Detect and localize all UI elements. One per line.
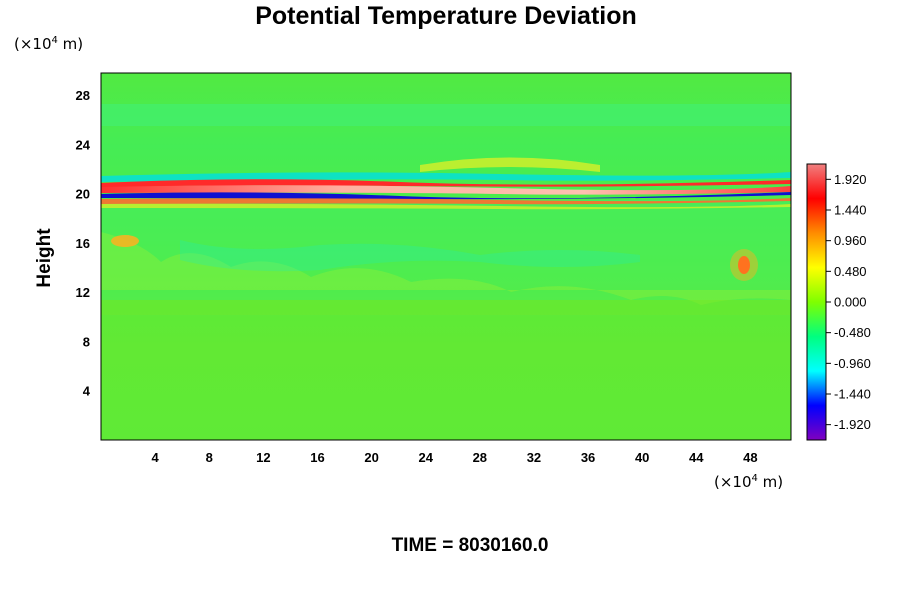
colorbar-tick-label: 1.440	[834, 203, 867, 218]
x-tick-label: 8	[206, 450, 213, 465]
field-turbulence-cyan	[180, 240, 640, 272]
field-cyan-layer-upper	[101, 104, 791, 126]
field-lower-red-streak	[101, 198, 791, 205]
plot-area	[101, 73, 791, 440]
x-tick-label: 4	[152, 450, 160, 465]
y-tick-label: 20	[76, 187, 90, 202]
colorbar-tick-label: 0.960	[834, 233, 867, 248]
colorbar-tick-label: -1.440	[834, 387, 871, 402]
x-tick-label: 48	[743, 450, 757, 465]
x-tick-label: 20	[364, 450, 378, 465]
x-tick-label: 44	[689, 450, 704, 465]
x-tick-label: 36	[581, 450, 595, 465]
field-hotspot-right	[738, 256, 750, 274]
colorbar-tick-label: 1.920	[834, 172, 867, 187]
x-tick-label: 28	[473, 450, 487, 465]
time-label: TIME = 8030160.0	[392, 535, 549, 556]
colorbar-tick-label: -0.960	[834, 356, 871, 371]
y-tick-label: 4	[83, 384, 91, 399]
field-blue-streak	[101, 192, 791, 200]
plot-frame	[100, 72, 792, 441]
colorbar-ticks: 1.920 1.440 0.960 0.480 0.000 -0.480 -0.960 -1.…	[826, 172, 871, 432]
colorbar-tick-label: -1.920	[834, 417, 871, 432]
y-tick-label: 12	[76, 285, 90, 300]
field-hotspot-left	[111, 235, 139, 247]
field-bottom-layer	[101, 300, 791, 315]
x-tick-label: 32	[527, 450, 541, 465]
field-lower-yellow-streak	[101, 203, 791, 210]
field-yellow-crest	[420, 157, 600, 172]
colorbar-tick-label: 0.000	[834, 295, 867, 310]
y-tick-label: 28	[76, 88, 90, 103]
field-red-streak	[101, 179, 791, 188]
x-axis-ticks: 4 8 12 16 20 24 28 32 36 40 44 48	[152, 450, 758, 465]
field-pink-band	[101, 185, 791, 195]
y-tick-label: 8	[83, 334, 90, 349]
field-turbulence-yellow	[101, 232, 791, 305]
chart-title: Potential Temperature Deviation	[255, 2, 637, 30]
y-tick-label: 16	[76, 236, 90, 251]
x-tick-label: 16	[310, 450, 324, 465]
colorbar-tick-label: 0.480	[834, 264, 867, 279]
x-axis-unit: (×104 m)	[714, 473, 783, 491]
colorbar	[806, 163, 827, 441]
y-axis-label: Height	[34, 228, 55, 288]
x-tick-label: 40	[635, 450, 649, 465]
field-hotspot-right-halo	[730, 249, 758, 281]
x-tick-label: 24	[418, 450, 433, 465]
y-axis-ticks: 4 8 12 16 20 24 28	[76, 88, 91, 399]
x-tick-label: 12	[256, 450, 270, 465]
colorbar-tick-label: -0.480	[834, 325, 871, 340]
field-background	[101, 73, 791, 440]
field-green-layer-lower	[101, 200, 791, 300]
y-tick-label: 24	[76, 137, 91, 152]
y-axis-unit: (×104 m)	[14, 35, 83, 53]
